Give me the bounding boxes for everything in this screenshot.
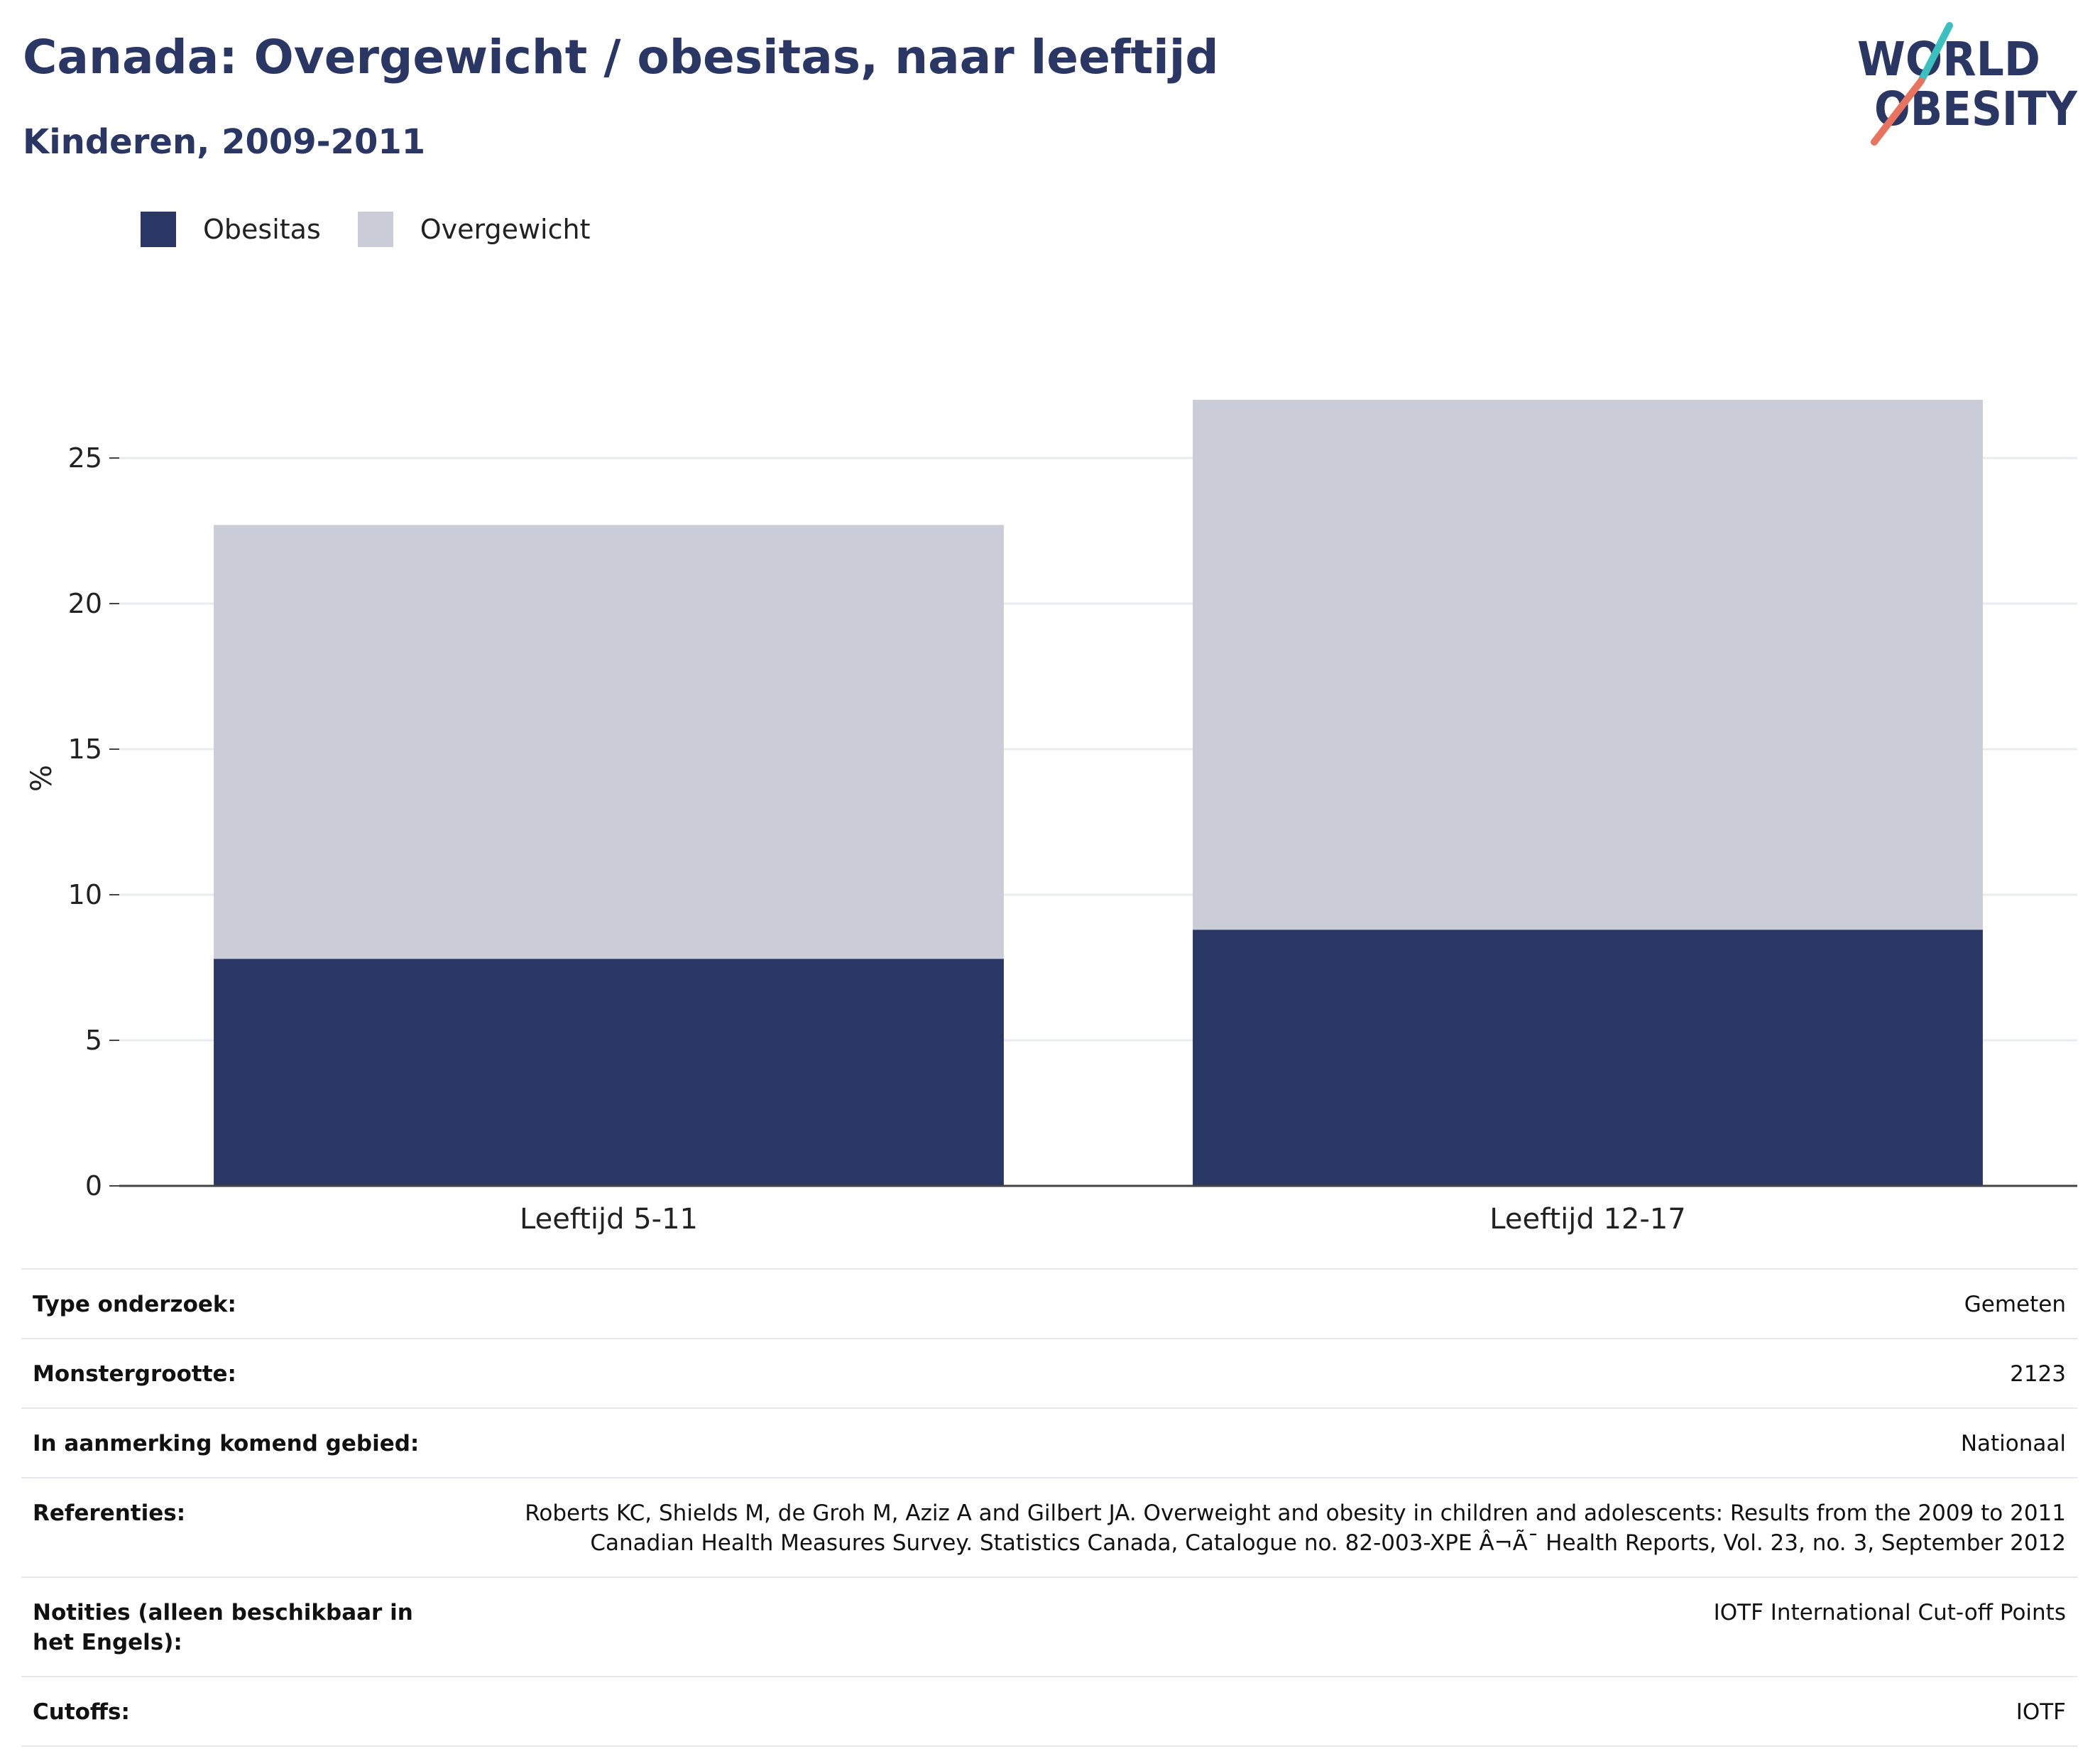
chart-legend: Obesitas Overgewicht (141, 210, 628, 249)
info-value: IOTF (2016, 1699, 2066, 1725)
info-table: Type onderzoek: Gemeten Monstergrootte: … (21, 1268, 2077, 1747)
y-tick-label: 15 (68, 734, 102, 765)
info-value: 2123 (2010, 1361, 2066, 1387)
info-row-sample-size: Monstergrootte: 2123 (21, 1339, 2077, 1408)
info-value: Gemeten (1964, 1292, 2066, 1317)
info-row-type: Type onderzoek: Gemeten (21, 1269, 2077, 1339)
info-value: IOTF International Cut-off Points (1713, 1600, 2066, 1625)
y-tick-label: 25 (68, 442, 102, 474)
y-tick-label: 5 (85, 1025, 102, 1056)
y-tick-label: 10 (68, 879, 102, 910)
legend-label-overgewicht: Overgewicht (420, 214, 591, 245)
logo-slash-bottom (1871, 77, 1925, 146)
chart-subtitle: Kinderen, 2009-2011 (23, 122, 426, 162)
info-value: Nationaal (1960, 1431, 2066, 1456)
legend-item-obesitas[interactable]: Obesitas (141, 212, 321, 247)
legend-item-overgewicht[interactable]: Overgewicht (357, 212, 591, 247)
legend-swatch-obesitas (141, 212, 176, 247)
logo-slash-top (1918, 22, 1953, 85)
x-tick-label: Leeftijd 5-11 (520, 1203, 698, 1236)
logo-text-obesity: OBESITY (1874, 82, 2078, 136)
info-row-references: Referenties: Roberts KC, Shields M, de G… (21, 1478, 2077, 1577)
info-key: Cutoffs: (33, 1699, 130, 1725)
info-row-area: In aanmerking komend gebied: Nationaal (21, 1408, 2077, 1478)
info-row-notes: Notities (alleen beschikbaar in het Enge… (21, 1577, 2077, 1677)
y-axis-label: % (26, 765, 58, 792)
y-tick-label: 20 (68, 588, 102, 619)
info-row-cutoffs: Cutoffs: IOTF (21, 1677, 2077, 1746)
info-value: Roberts KC, Shields M, de Groh M, Aziz A… (525, 1500, 2066, 1556)
y-tick-label: 0 (85, 1170, 102, 1202)
info-key: Notities (alleen beschikbaar in het Enge… (33, 1600, 413, 1655)
bar-overgewicht (214, 525, 1004, 959)
legend-label-obesitas: Obesitas (203, 214, 321, 245)
stacked-bar-chart: 0 5 10 15 20 25% Leeftijd 5-11 Leeftijd 12-17 (26, 400, 2077, 1236)
world-obesity-logo: WORLD OBESITY (1857, 22, 2078, 146)
bar-overgewicht (1193, 400, 1983, 930)
x-tick-label: Leeftijd 12-17 (1489, 1203, 1685, 1236)
info-key: In aanmerking komend gebied: (33, 1431, 420, 1456)
legend-swatch-overgewicht (357, 212, 393, 247)
chart-title: Canada: Overgewicht / obesitas, naar lee… (23, 30, 1219, 85)
info-key: Referenties: (33, 1500, 186, 1526)
info-key: Type onderzoek: (33, 1292, 236, 1317)
info-key: Monstergrootte: (33, 1361, 236, 1387)
logo-text-world: WORLD (1857, 32, 2040, 87)
bar-obesitas (214, 959, 1004, 1186)
bar-obesitas (1193, 930, 1983, 1186)
